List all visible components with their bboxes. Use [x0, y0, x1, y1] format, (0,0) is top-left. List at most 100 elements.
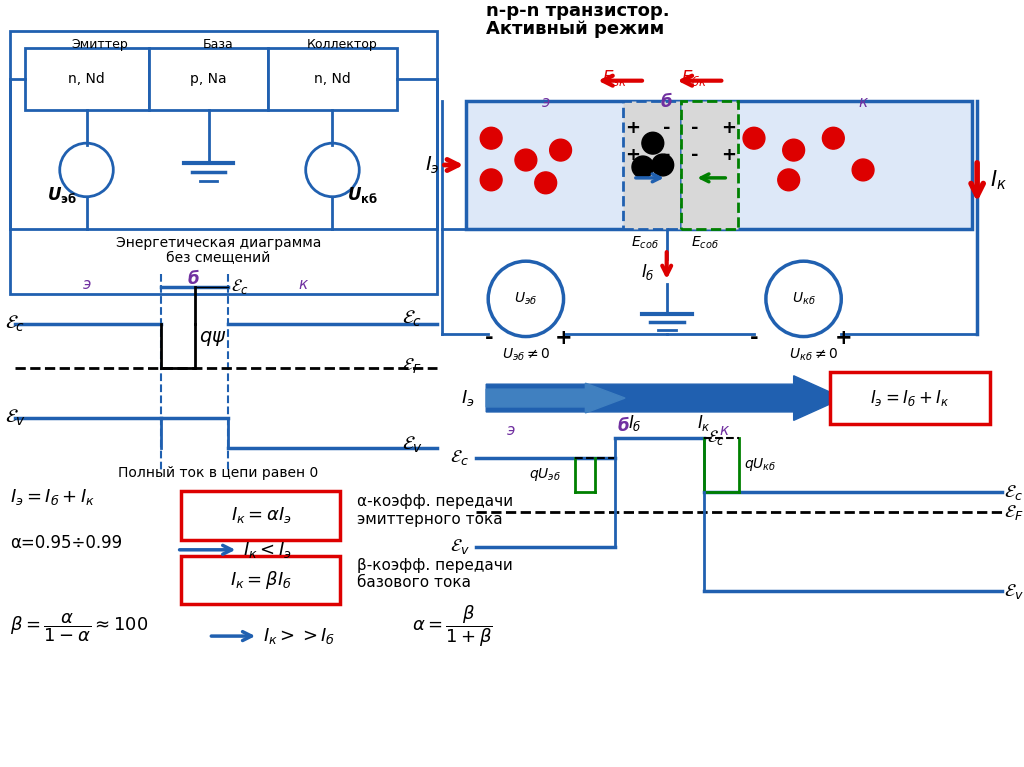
Text: n-p-n транзистор.: n-p-n транзистор. [486, 2, 670, 20]
Text: $I_к = \beta I_б$: $I_к = \beta I_б$ [230, 568, 292, 591]
Text: p, Na: p, Na [190, 71, 227, 86]
Text: $\bfit{U\mathbf{_{эб}}}$: $\bfit{U\mathbf{_{эб}}}$ [47, 185, 77, 205]
Text: $\mathcal{E}_c$: $\mathcal{E}_c$ [5, 314, 26, 334]
Text: n, Nd: n, Nd [314, 71, 351, 86]
Text: -: - [691, 146, 698, 164]
Text: -: - [750, 328, 759, 347]
Text: Коллектор: Коллектор [307, 38, 378, 51]
Text: $\mathcal{E}_c$: $\mathcal{E}_c$ [451, 448, 469, 467]
Text: к: к [298, 277, 307, 292]
Text: $\mathcal{E}_c$: $\mathcal{E}_c$ [1004, 482, 1023, 502]
Text: $I_э=I_б+I_к$: $I_э=I_б+I_к$ [870, 388, 949, 408]
Text: $I_э$: $I_э$ [425, 154, 439, 176]
Text: $E_{соб}$: $E_{соб}$ [690, 234, 718, 251]
Text: $\mathcal{E}_v$: $\mathcal{E}_v$ [401, 435, 423, 455]
Text: α=0.95÷0.99: α=0.95÷0.99 [10, 534, 122, 551]
Text: $I_б$: $I_б$ [641, 262, 654, 282]
Text: $I_э$: $I_э$ [461, 388, 474, 408]
Text: $q\psi$: $q\psi$ [199, 329, 226, 348]
Text: $E_{зк}$: $E_{зк}$ [602, 67, 628, 87]
Text: б: б [660, 94, 673, 111]
Text: $\alpha = \dfrac{\beta}{1+\beta}$: $\alpha = \dfrac{\beta}{1+\beta}$ [412, 604, 493, 649]
Bar [681, 100, 738, 229]
Circle shape [535, 172, 557, 194]
Text: +: + [626, 146, 640, 164]
Circle shape [782, 139, 805, 161]
FancyArrow shape [486, 384, 625, 413]
Text: $I_к$: $I_к$ [990, 168, 1007, 192]
Text: $\mathcal{E}_F$: $\mathcal{E}_F$ [401, 356, 422, 375]
Text: $\mathcal{E}_F$: $\mathcal{E}_F$ [1004, 502, 1023, 522]
Text: $E_{бк}$: $E_{бк}$ [681, 67, 708, 87]
Text: б: б [187, 270, 200, 288]
FancyArrow shape [486, 376, 843, 420]
Text: $I_б$: $I_б$ [628, 413, 642, 433]
Circle shape [766, 262, 842, 337]
Text: $I_э = I_б + I_к$: $I_э = I_б + I_к$ [10, 487, 95, 507]
Text: $\beta = \dfrac{\alpha}{1-\alpha} \approx 100$: $\beta = \dfrac{\alpha}{1-\alpha} \appro… [10, 611, 148, 644]
Text: $I_к = \alpha I_э$: $I_к = \alpha I_э$ [230, 505, 292, 525]
Text: $qU_{кб}$: $qU_{кб}$ [744, 456, 776, 473]
Text: -: - [691, 119, 698, 137]
Text: $U_{кб}\neq0$: $U_{кб}\neq0$ [788, 347, 838, 363]
Text: эмиттерного тока: эмиттерного тока [357, 512, 503, 527]
Text: -: - [663, 119, 671, 137]
Text: +: + [721, 119, 735, 137]
Circle shape [488, 262, 563, 337]
Text: $E_{соб}$: $E_{соб}$ [631, 234, 658, 251]
Text: База: База [203, 38, 233, 51]
Circle shape [515, 149, 537, 171]
Text: β-коэфф. передачи: β-коэфф. передачи [357, 558, 513, 573]
Text: к: к [858, 95, 867, 110]
Circle shape [778, 169, 800, 191]
Text: $U_{эб}\neq0$: $U_{эб}\neq0$ [502, 347, 550, 363]
Text: $\mathcal{E}_v$: $\mathcal{E}_v$ [5, 408, 27, 428]
Bar [466, 100, 972, 229]
Circle shape [632, 156, 653, 178]
Text: $\mathcal{E}_c$: $\mathcal{E}_c$ [401, 308, 422, 329]
Circle shape [550, 139, 571, 161]
Circle shape [480, 127, 502, 149]
Text: $I_к < I_э$: $I_к < I_э$ [244, 540, 292, 560]
Text: +: + [835, 328, 852, 347]
Text: $\bfit{U\mathbf{_{кб}}}$: $\bfit{U\mathbf{_{кб}}}$ [347, 185, 378, 205]
Bar [150, 48, 268, 110]
Circle shape [743, 127, 765, 149]
Text: э: э [507, 423, 515, 438]
Text: $\mathcal{E}_v$: $\mathcal{E}_v$ [450, 538, 469, 556]
Text: э: э [542, 95, 550, 110]
Circle shape [852, 159, 874, 181]
Circle shape [642, 132, 664, 154]
Text: α-коэфф. передачи: α-коэфф. передачи [357, 494, 513, 509]
Text: $\mathcal{E}_c$: $\mathcal{E}_c$ [231, 278, 249, 297]
Text: -: - [663, 146, 671, 164]
FancyBboxPatch shape [180, 556, 340, 604]
FancyBboxPatch shape [830, 372, 990, 424]
Bar [10, 31, 436, 294]
Text: $U_{кб}$: $U_{кб}$ [792, 291, 815, 307]
Text: $I_к$: $I_к$ [697, 413, 712, 433]
Text: Эмиттер: Эмиттер [71, 38, 128, 51]
Text: +: + [721, 146, 735, 164]
Text: Активный режим: Активный режим [486, 20, 665, 38]
Text: Энергетическая диаграмма: Энергетическая диаграмма [116, 236, 322, 250]
Text: -: - [485, 328, 494, 347]
Text: Полный ток в цепи равен 0: Полный ток в цепи равен 0 [119, 466, 318, 480]
Text: б: б [617, 416, 629, 435]
Text: $qU_{эб}$: $qU_{эб}$ [528, 466, 560, 483]
Text: $\mathcal{E}_c$: $\mathcal{E}_c$ [708, 428, 725, 447]
Text: э: э [83, 277, 92, 292]
Text: n, Nd: n, Nd [69, 71, 104, 86]
Text: +: + [626, 119, 640, 137]
Circle shape [652, 154, 674, 176]
Circle shape [306, 143, 359, 196]
FancyBboxPatch shape [180, 492, 340, 540]
Text: $\mathcal{E}_v$: $\mathcal{E}_v$ [1004, 582, 1024, 601]
Bar [623, 100, 681, 229]
Text: +: + [555, 328, 572, 347]
Circle shape [59, 143, 114, 196]
Text: $U_{эб}$: $U_{эб}$ [514, 291, 538, 307]
Circle shape [822, 127, 844, 149]
Text: базового тока: базового тока [357, 575, 471, 591]
Text: без смещений: без смещений [166, 251, 270, 265]
